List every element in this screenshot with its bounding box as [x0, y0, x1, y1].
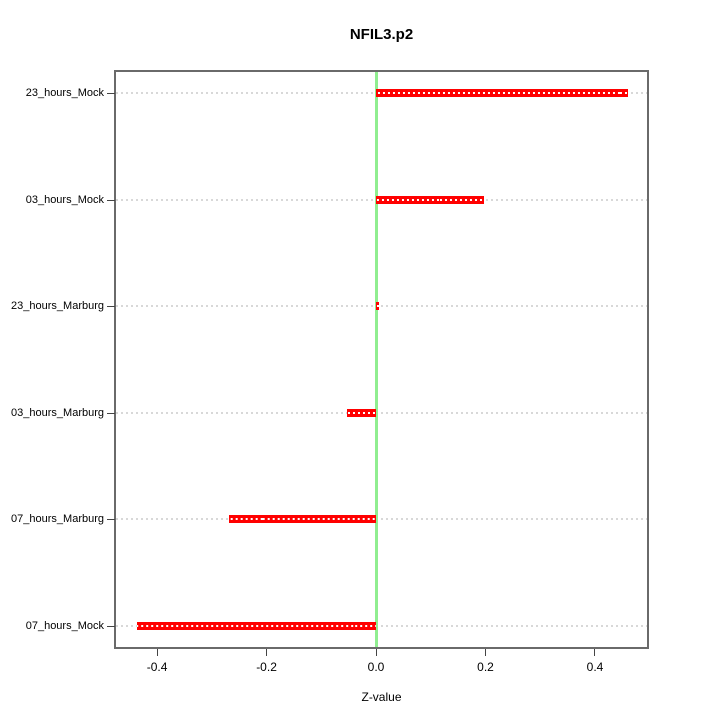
y-axis-tick — [107, 306, 115, 308]
bar-23_hours_Marburg — [376, 302, 380, 311]
x-axis-tick-label: 0.2 — [477, 660, 494, 674]
bar-07_hours_Mock — [136, 622, 377, 630]
x-axis-tick — [266, 649, 268, 656]
x-axis-tick — [594, 649, 596, 656]
zero-reference-line — [374, 72, 378, 647]
category-label: 23_hours_Marburg — [11, 300, 104, 313]
gridline — [116, 518, 647, 521]
bar-07_hours_Marburg — [229, 515, 377, 524]
y-axis-tick — [107, 199, 115, 201]
gridline — [116, 625, 647, 627]
plot-area — [116, 72, 647, 647]
bar-dot-pattern — [376, 305, 380, 308]
y-axis-tick — [107, 93, 115, 94]
bar-dot-pattern — [376, 92, 628, 94]
x-axis-tick-label: -0.2 — [256, 660, 277, 674]
x-axis-tick — [156, 649, 158, 656]
category-label: 07_hours_Marburg — [11, 513, 104, 526]
bar-dot-pattern — [347, 411, 376, 414]
category-label: 23_hours_Mock — [25, 87, 104, 99]
chart-title: NFIL3.p2 — [349, 26, 414, 43]
x-axis-tick-label: -0.4 — [146, 660, 168, 674]
bar-03_hours_Mock — [376, 195, 485, 204]
x-axis-title: Z-value — [361, 690, 402, 704]
bar-dot-pattern — [136, 625, 377, 627]
gridline — [116, 305, 647, 308]
gridline — [116, 411, 647, 414]
bar-03_hours_Marburg — [347, 408, 376, 417]
x-axis-tick-label: 0.4 — [586, 660, 604, 674]
category-label: 03_hours_Marburg — [11, 406, 104, 419]
y-axis-tick — [107, 519, 115, 521]
bar-dot-pattern — [376, 198, 485, 201]
y-axis-tick — [107, 626, 115, 627]
y-axis-tick — [107, 412, 115, 414]
category-label: 07_hours_Mock — [25, 620, 104, 632]
bar-dot-pattern — [229, 518, 377, 521]
category-label: 03_hours_Mock — [25, 193, 104, 206]
x-axis-tick — [485, 649, 486, 656]
bar-23_hours_Mock — [376, 89, 628, 97]
x-axis-tick-label: 0.0 — [367, 660, 385, 674]
x-axis-tick — [375, 649, 377, 656]
